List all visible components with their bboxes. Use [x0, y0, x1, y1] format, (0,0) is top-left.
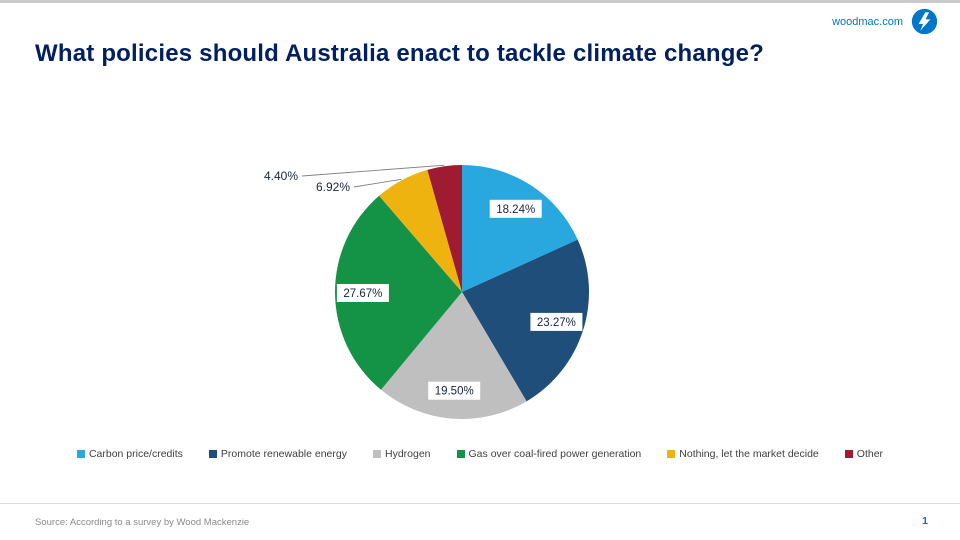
page-number: 1	[922, 515, 928, 527]
legend-item: Hydrogen	[372, 448, 431, 460]
legend-label: Other	[856, 448, 884, 460]
pie-slice-3	[335, 195, 462, 390]
pie-outside-label: 4.40%	[264, 169, 298, 183]
legend-item: Promote renewable energy	[208, 448, 347, 460]
legend-item: Gas over coal-fired power generation	[456, 448, 642, 460]
legend-item: Other	[844, 448, 884, 460]
pie-data-label: 19.50%	[428, 381, 481, 400]
legend-label: Gas over coal-fired power generation	[468, 448, 642, 460]
legend-swatch-icon	[456, 450, 465, 458]
data-label-text: 23.27%	[537, 317, 576, 329]
legend-swatch-icon	[844, 450, 853, 458]
leader-line	[353, 178, 402, 188]
data-label-box	[489, 199, 542, 218]
pie-data-label: 18.24%	[489, 199, 542, 218]
page-title: What policies should Australia enact to …	[35, 40, 765, 67]
footer-divider	[0, 503, 960, 504]
data-label-text: 19.50%	[435, 386, 474, 398]
legend-swatch-icon	[667, 450, 676, 458]
pie-slice-4	[379, 169, 462, 292]
pie-slice-5	[427, 165, 462, 292]
legend-label: Promote renewable energy	[220, 448, 347, 460]
data-label-box	[428, 381, 481, 400]
pie-outside-label: 6.92%	[316, 180, 350, 194]
pie-slice-2	[380, 292, 527, 419]
data-label-box	[336, 284, 389, 302]
legend-label: Hydrogen	[384, 448, 431, 460]
pie-data-label: 23.27%	[530, 312, 583, 331]
legend-swatch-icon	[208, 450, 217, 458]
legend-item: Nothing, let the market decide	[667, 448, 819, 460]
pie-slice-0	[462, 165, 578, 292]
data-label-text: 27.67%	[343, 288, 382, 300]
data-label-box	[530, 312, 583, 331]
pie-data-label: 27.67%	[336, 284, 389, 302]
data-label-text: 18.24%	[496, 204, 535, 216]
pie-slice-1	[462, 239, 590, 402]
site-link[interactable]: woodmac.com	[832, 15, 903, 28]
woodmac-logo-icon	[911, 8, 938, 35]
legend-swatch-icon	[372, 450, 381, 458]
source-note: Source: According to a survey by Wood Ma…	[35, 517, 250, 528]
legend-swatch-icon	[76, 450, 85, 458]
header: woodmac.com	[832, 8, 938, 35]
leader-line	[301, 164, 445, 177]
top-divider	[0, 0, 960, 3]
legend-label: Nothing, let the market decide	[679, 448, 819, 460]
legend-item: Carbon price/credits	[76, 448, 183, 460]
legend-label: Carbon price/credits	[88, 448, 183, 460]
chart-legend: Carbon price/credits Promote renewable en…	[0, 448, 960, 460]
